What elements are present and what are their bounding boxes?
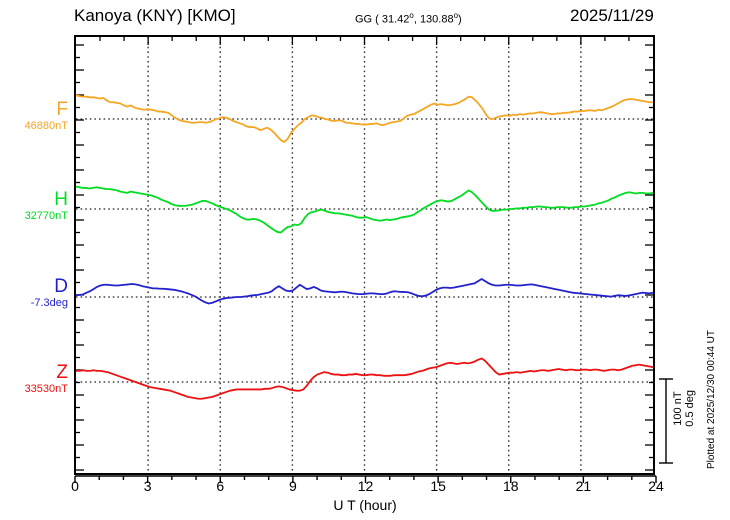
x-axis-title: U T (hour) xyxy=(333,497,397,513)
trace-F xyxy=(76,94,653,143)
x-tick-label-12: 12 xyxy=(357,478,374,494)
component-baseline-F: 46880nT xyxy=(24,120,68,132)
scale-bar-label: 100 nT 0.5 deg xyxy=(672,390,696,427)
plotted-at-timestamp: Plotted at 2025/12/30 00:44 UT xyxy=(706,330,717,469)
component-label-F: F 46880nT xyxy=(0,100,68,132)
scale-bar-nt: 100 nT xyxy=(672,391,684,426)
component-label-D: D -7.3deg xyxy=(0,277,68,309)
geographic-coordinates: GG ( 31.42o, 130.88o) xyxy=(355,11,462,26)
scale-bar xyxy=(659,378,673,464)
x-tick-label-21: 21 xyxy=(575,478,592,494)
x-tick-label-6: 6 xyxy=(216,478,225,494)
component-baseline-D: -7.3deg xyxy=(30,297,68,309)
trace-H xyxy=(76,185,653,234)
trace-group xyxy=(76,94,653,400)
x-tick-label-9: 9 xyxy=(288,478,297,494)
x-axis xyxy=(74,475,657,483)
x-tick-label-18: 18 xyxy=(502,478,519,494)
observation-date: 2025/11/29 xyxy=(570,6,654,25)
component-letter-F: F xyxy=(56,99,68,120)
x-tick-label-0: 0 xyxy=(71,478,79,494)
x-tick-label-24: 24 xyxy=(648,478,664,494)
component-baseline-Z: 33530nT xyxy=(24,383,68,395)
component-letter-H: H xyxy=(54,189,68,210)
component-label-H: H 32770nT xyxy=(0,190,68,222)
vertical-gridlines xyxy=(147,37,582,473)
top-axis-ticks xyxy=(99,37,630,45)
magnetogram-plot xyxy=(76,37,653,473)
component-baseline-H: 32770nT xyxy=(24,210,68,222)
trace-Z xyxy=(76,357,653,400)
component-letter-Z: Z xyxy=(56,362,68,383)
plot-frame xyxy=(74,35,655,475)
station-title: Kanoya (KNY) [KMO] xyxy=(74,6,236,25)
trace-D xyxy=(76,278,653,305)
left-axis-ticks xyxy=(76,44,84,471)
right-axis-ticks xyxy=(645,44,653,471)
component-letter-D: D xyxy=(54,276,68,297)
x-tick-label-3: 3 xyxy=(143,478,152,494)
component-label-Z: Z 33530nT xyxy=(0,363,68,395)
x-tick-label-15: 15 xyxy=(430,478,446,494)
scale-bar-deg: 0.5 deg xyxy=(684,390,696,427)
